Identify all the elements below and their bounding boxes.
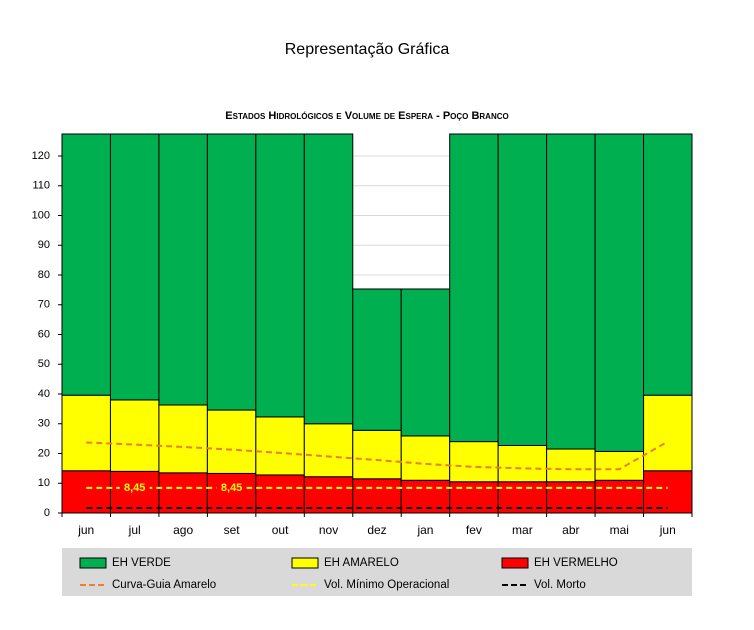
x-tick-label: mar — [512, 523, 533, 537]
chart-title: Estados Hidrológicos e Volume de Espera … — [225, 110, 508, 122]
y-tick-label: 30 — [38, 418, 50, 430]
legend-label: EH VERDE — [112, 557, 171, 569]
bar-segment — [449, 133, 499, 443]
y-tick-label: 40 — [38, 388, 50, 400]
bar-segment — [643, 470, 693, 514]
legend-label: Vol. Morto — [534, 579, 586, 591]
bar-segment — [255, 133, 305, 418]
line-series — [86, 440, 669, 471]
bar-segment — [352, 429, 402, 480]
x-tick-label: ago — [173, 523, 193, 537]
bar-segment — [61, 394, 111, 472]
bar-segment — [61, 133, 111, 396]
legend-label: Vol. Mínimo Operacional — [324, 579, 449, 591]
bar-segment — [643, 394, 693, 472]
y-tick-label: 0 — [44, 507, 50, 519]
bar-segment — [61, 470, 111, 514]
y-tick-label: 50 — [38, 358, 50, 370]
legend-box — [62, 548, 692, 596]
bar-segment — [206, 133, 257, 411]
bar-segment — [546, 448, 596, 483]
bar-segment — [643, 133, 693, 396]
x-tick-label: out — [272, 523, 289, 537]
bar-segment — [206, 409, 257, 474]
bar-segment — [158, 133, 208, 406]
value-label-bg — [119, 480, 150, 495]
x-tick-label: jun — [659, 523, 676, 537]
bar-segment — [497, 133, 548, 446]
bar-segment — [352, 288, 402, 431]
y-tick-label: 90 — [38, 239, 50, 251]
legend-swatch — [79, 557, 107, 569]
y-tick-label: 120 — [32, 150, 50, 162]
legend-swatch — [501, 557, 529, 569]
bar-segment — [594, 133, 645, 452]
value-label: 8,45 — [124, 482, 145, 494]
bar-segment — [497, 444, 548, 483]
bar-segment — [546, 133, 596, 450]
bar-segment — [109, 133, 160, 401]
y-tick-label: 110 — [32, 180, 50, 192]
y-tick-label: 10 — [38, 477, 50, 489]
bar-segment — [449, 441, 499, 483]
y-tick-label: 80 — [38, 269, 50, 281]
bar-segment — [158, 472, 208, 514]
bar-segment — [400, 435, 451, 481]
value-label: 8,45 — [221, 482, 242, 494]
x-tick-label: jun — [77, 523, 94, 537]
y-tick-label: 100 — [32, 209, 50, 221]
bar-segment — [594, 450, 645, 481]
legend-label: EH AMARELO — [324, 557, 399, 569]
bar-segment — [255, 416, 305, 476]
value-label-bg — [216, 480, 247, 495]
x-tick-label: nov — [319, 523, 338, 537]
x-tick-label: jul — [128, 523, 141, 537]
legend-swatch — [291, 557, 319, 569]
y-tick-label: 20 — [38, 447, 50, 459]
y-tick-label: 60 — [38, 328, 50, 340]
x-tick-label: set — [224, 523, 241, 537]
x-tick-label: jan — [416, 523, 433, 537]
bar-segment — [400, 288, 451, 437]
x-tick-label: fev — [466, 523, 482, 537]
bar-segment — [303, 423, 354, 478]
legend-label: EH VERMELHO — [534, 557, 618, 569]
legend-label: Curva-Guia Amarelo — [112, 579, 216, 591]
bar-segment — [303, 133, 354, 425]
x-tick-label: abr — [562, 523, 579, 537]
x-tick-label: dez — [367, 523, 386, 537]
bar-segment — [158, 404, 208, 474]
page-title: Representação Gráfica — [285, 41, 450, 58]
x-tick-label: mai — [610, 523, 629, 537]
bar-segment — [109, 399, 160, 472]
y-tick-label: 70 — [38, 299, 50, 311]
